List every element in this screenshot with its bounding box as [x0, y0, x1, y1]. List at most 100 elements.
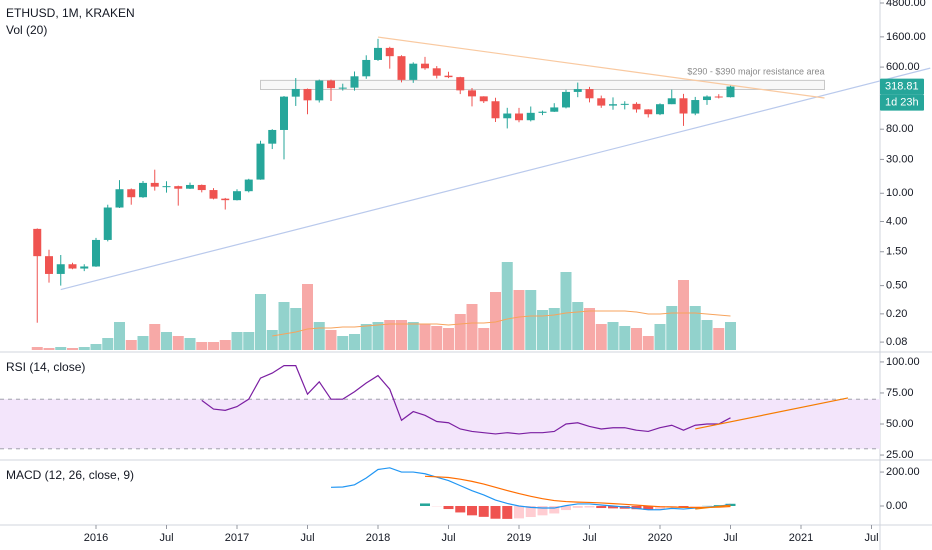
volume-title: Vol (20) [6, 23, 47, 37]
candle-body [468, 90, 476, 97]
candle-body [197, 184, 206, 191]
volume-bar [654, 324, 666, 350]
volume-bar [302, 284, 313, 350]
volume-bar [255, 294, 266, 350]
candle-body [174, 186, 183, 189]
y-tick-label: 4.00 [886, 215, 907, 227]
x-tick-label: 2020 [648, 532, 672, 544]
volume-bar [595, 324, 607, 350]
candle-body [421, 63, 429, 69]
y-tick-label: 200.00 [886, 466, 920, 478]
candle-body [562, 91, 570, 108]
volume-bar [431, 326, 443, 350]
volume-bar [325, 330, 337, 350]
candle-body [103, 207, 112, 240]
volume-bar [713, 328, 725, 350]
x-tick-label: Jul [723, 532, 737, 544]
volume-bar [572, 302, 584, 350]
volume-bar [114, 322, 125, 350]
volume-bar [513, 290, 525, 350]
annotation: $290 - $390 major resistance area [687, 67, 824, 77]
histogram-bar [643, 505, 654, 510]
candle-body [56, 264, 65, 274]
last-price-label: 318.81 [885, 80, 919, 92]
volume-bar [478, 328, 490, 350]
histogram-bar [502, 505, 513, 519]
y-tick-label: 0.00 [886, 500, 907, 512]
candle-body [491, 101, 500, 119]
candle-body [303, 88, 312, 101]
volume-bar [125, 340, 137, 350]
candle-body [632, 103, 641, 110]
volume-bar [525, 290, 537, 350]
histogram-bar [561, 505, 571, 511]
candle-body [162, 186, 171, 188]
trend-line [695, 504, 731, 510]
volume-bar [67, 348, 78, 350]
candle-body [714, 96, 723, 98]
histogram-bar [584, 505, 595, 508]
histogram-bar [455, 505, 466, 513]
candle-body [432, 68, 441, 76]
candle-body [186, 184, 194, 189]
volume-bar [219, 340, 231, 350]
candle-body [268, 129, 277, 144]
candle-body [691, 100, 700, 114]
candle-body [620, 103, 629, 105]
histogram-bar [631, 505, 642, 510]
histogram-bar [525, 505, 536, 518]
histogram-bar [478, 505, 489, 517]
rsi-title: RSI (14, close) [6, 360, 85, 374]
volume-bar [443, 328, 454, 350]
volume-bar [689, 306, 701, 350]
candle-body [667, 98, 676, 105]
candle-body [315, 80, 324, 101]
candle-body [291, 88, 300, 97]
x-tick-label: Jul [441, 532, 455, 544]
x-tick-label: Jul [582, 532, 596, 544]
volume-bar [725, 322, 736, 350]
volume-bar [454, 314, 466, 350]
volume-bar [172, 336, 184, 350]
volume-bar [161, 332, 172, 350]
y-tick-label: 4800.00 [886, 0, 926, 9]
volume-bar [337, 336, 349, 350]
volume-bar [43, 348, 55, 350]
macd-line [330, 467, 731, 511]
volume-bar [360, 324, 372, 350]
rsi-band [0, 399, 880, 449]
volume-bar [631, 328, 642, 350]
volume-bar [607, 322, 619, 350]
volume-bar [466, 304, 478, 350]
histogram-bar [608, 505, 618, 509]
candle-body [515, 113, 523, 121]
countdown-badge [880, 94, 924, 111]
volume-bar [266, 330, 278, 350]
x-tick-label: 2018 [366, 532, 390, 544]
y-tick-label: 10.00 [886, 187, 914, 199]
volume-bar [537, 310, 548, 350]
volume-bar [243, 332, 255, 350]
histogram-bar [443, 505, 454, 510]
volume-bar [137, 336, 149, 350]
candle-body [362, 59, 371, 77]
rsi-line [201, 365, 731, 435]
candle-body [150, 182, 159, 187]
trend-line [695, 397, 849, 430]
candle-body [585, 89, 594, 99]
y-tick-label: 0.08 [886, 336, 907, 348]
x-tick-label: 2021 [789, 532, 813, 544]
volume-bar [184, 338, 196, 350]
volume-bar [407, 322, 419, 350]
histogram-bar [596, 505, 607, 509]
y-tick-label: 100.00 [886, 356, 920, 368]
candle-body [538, 111, 547, 113]
histogram-bar [490, 505, 501, 519]
volume-ma-line [272, 310, 731, 337]
histogram-bar [514, 505, 524, 519]
candle-body [92, 239, 100, 267]
volume-bar [501, 262, 513, 350]
candle-body [644, 109, 653, 115]
x-tick-label: 2016 [84, 532, 108, 544]
volume-bar [55, 347, 67, 350]
